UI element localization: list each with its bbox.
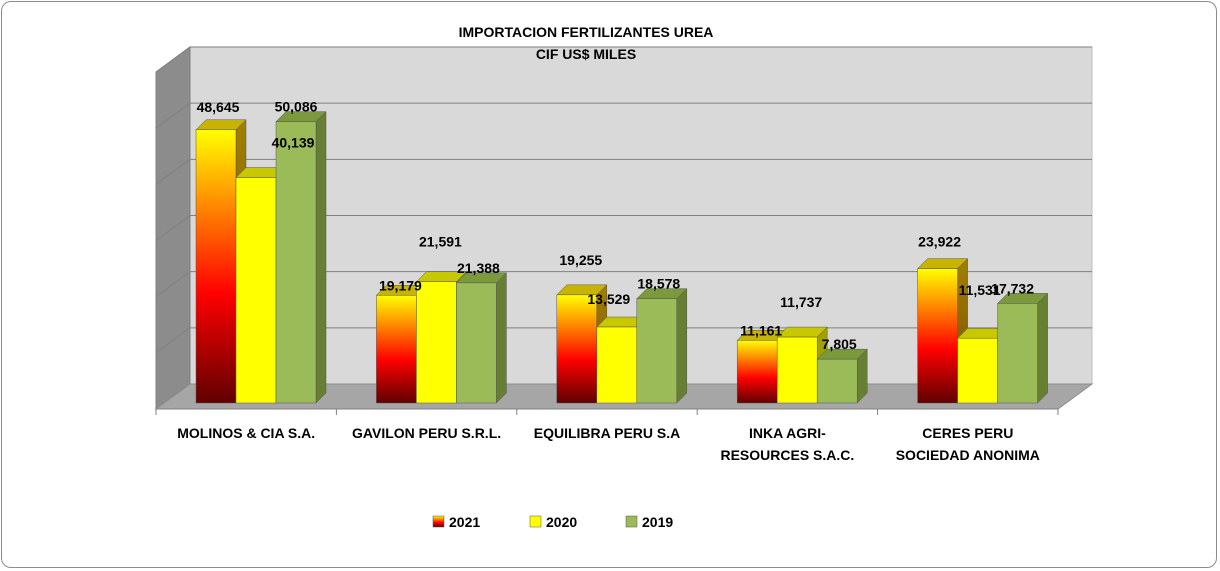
bar-front (416, 281, 457, 404)
legend-item-2020: 2020 (529, 514, 577, 530)
data-labels: 48,645 40,139 50,086 19,179 21,591 21,388 19,2… (197, 99, 1035, 352)
bar-front (596, 326, 638, 404)
bar-front (275, 121, 317, 404)
bar-side (1037, 292, 1048, 404)
bar-side (676, 288, 688, 404)
data-label-2020-4: 11,531 (959, 282, 1001, 298)
bar-front (195, 129, 237, 404)
data-label-2021-0: 48,645 (197, 99, 240, 115)
data-label-2019-0: 50,086 (275, 99, 318, 115)
legend: 2021 2020 2019 (432, 514, 673, 530)
data-label-2021-4: 23,922 (918, 234, 961, 250)
bar-2019-0 (275, 111, 327, 404)
bar-front (917, 268, 958, 404)
gridline (155, 158, 1092, 185)
category-label-4: CERES PERU (922, 425, 1013, 441)
bar-2019-1 (455, 272, 508, 404)
category-label-3: RESOURCES S.A.C. (720, 447, 854, 463)
data-label-2020-3: 11,737 (780, 294, 822, 310)
category-label-1: GAVILON PERU S.R.L. (352, 425, 501, 441)
data-label-2019-3: 7,805 (822, 336, 857, 352)
legend-label: 2020 (546, 514, 577, 530)
bar-front (456, 282, 497, 404)
bar-2019-2 (636, 288, 688, 404)
legend-label: 2021 (449, 514, 480, 530)
category-label-4: SOCIEDAD ANONIMA (896, 447, 1040, 463)
gridline (155, 46, 1092, 73)
bar-front (556, 294, 598, 404)
legend-swatch (529, 515, 542, 528)
bar-front (235, 177, 277, 404)
bar-side (496, 272, 507, 404)
data-label-2021-1: 19,179 (379, 277, 422, 293)
data-label-2020-2: 13,529 (587, 291, 630, 307)
bar-front (776, 336, 818, 404)
bar-front (376, 295, 417, 404)
data-label-2020-0: 40,139 (272, 135, 315, 151)
data-label-2019-1: 21,388 (457, 260, 500, 276)
bar-front (957, 337, 998, 404)
data-label-2021-2: 19,255 (559, 252, 602, 268)
data-label-2021-3: 11,161 (740, 322, 782, 338)
legend-label: 2019 (642, 514, 673, 530)
category-labels: MOLINOS & CIA S.A. GAVILON PERU S.R.L. EQU… (177, 425, 1040, 463)
bars (195, 111, 1049, 404)
legend-swatch (432, 515, 445, 528)
bar-front (816, 358, 858, 404)
gridline (155, 271, 1092, 298)
legend-swatch (625, 515, 638, 528)
bar-front (997, 303, 1038, 404)
chart-title: IMPORTACION FERTILIZANTES UREA (459, 24, 714, 40)
data-label-2019-4: 17,732 (991, 280, 1034, 296)
bar-front (636, 298, 678, 404)
data-label-2019-2: 18,578 (637, 276, 680, 292)
bar-2019-3 (816, 348, 868, 404)
chart-subtitle: CIF US$ MILES (536, 46, 636, 62)
bar-side (315, 111, 327, 404)
bar-front (736, 340, 778, 404)
gridline (155, 215, 1092, 241)
category-label-2: EQUILIBRA PERU S.A (534, 425, 681, 441)
category-label-3: INKA AGRI- (749, 425, 826, 441)
gridline (155, 102, 1092, 129)
legend-item-2019: 2019 (625, 514, 673, 530)
category-label-0: MOLINOS & CIA S.A. (177, 425, 315, 441)
data-label-2020-1: 21,591 (419, 234, 462, 250)
legend-item-2021: 2021 (432, 514, 480, 530)
bar-2019-4 (996, 292, 1049, 404)
